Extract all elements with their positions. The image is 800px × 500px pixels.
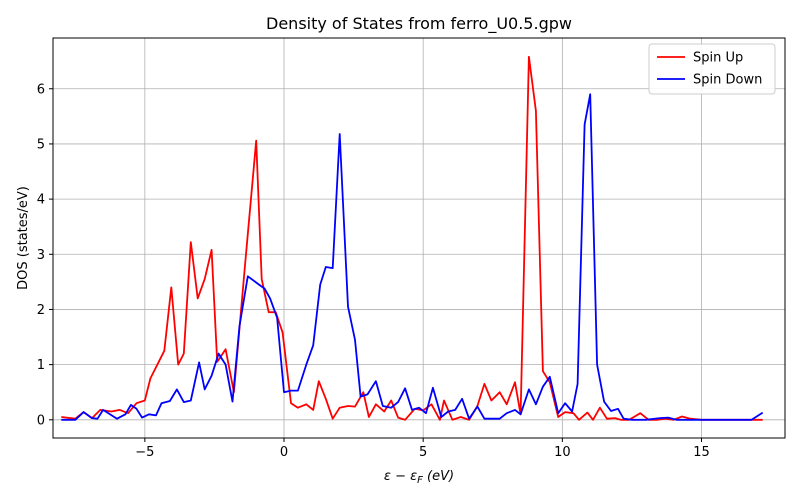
x-axis-label-unit: (eV) — [423, 469, 454, 484]
y-tick-label: 5 — [37, 137, 45, 152]
y-axis-label: DOS (states/eV) — [16, 186, 31, 290]
y-tick-label: 2 — [37, 303, 45, 318]
x-tick-label: 10 — [554, 445, 571, 460]
x-axis-label: ε − εF (eV) — [384, 469, 454, 486]
x-axis-label-main: ε − ε — [384, 469, 417, 484]
grid-lines — [53, 38, 785, 438]
legend-label-spin-down: Spin Down — [693, 73, 762, 88]
series-layer — [61, 55, 764, 421]
chart-title: Density of States from ferro_U0.5.gpw — [266, 14, 572, 34]
y-tick-label: 0 — [37, 413, 45, 428]
x-axis-ticks: −5 0 5 10 15 — [135, 438, 710, 460]
x-axis-label-subscript: F — [417, 475, 423, 486]
series-line-spin-up — [61, 55, 763, 421]
axes-frame — [52, 37, 786, 439]
x-tick-label: 15 — [693, 445, 710, 460]
y-axis-ticks: 0 1 2 3 4 5 6 — [37, 82, 53, 428]
x-tick-label: 5 — [419, 445, 427, 460]
x-tick-label: 0 — [280, 445, 288, 460]
y-tick-label: 3 — [37, 248, 45, 263]
x-tick-label: −5 — [135, 445, 154, 460]
y-tick-label: 4 — [37, 193, 45, 208]
series-line-spin-down — [61, 93, 764, 421]
y-tick-label: 6 — [37, 82, 45, 97]
legend-label-spin-up: Spin Up — [693, 51, 743, 66]
y-tick-label: 1 — [37, 358, 45, 373]
legend: Spin Up Spin Down — [648, 43, 776, 95]
